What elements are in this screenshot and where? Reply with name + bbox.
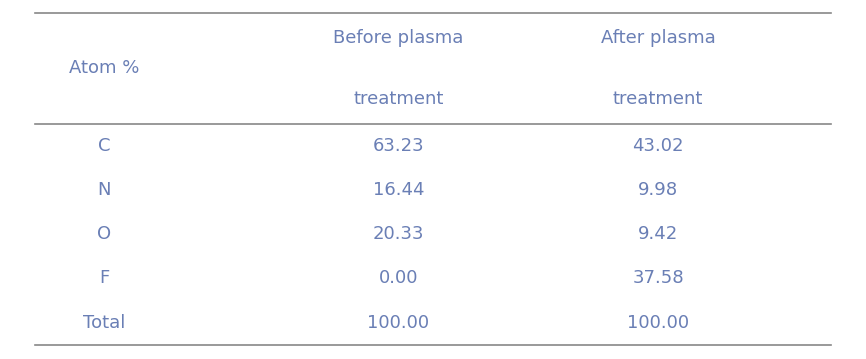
Text: 37.58: 37.58 [632,269,684,288]
Text: 43.02: 43.02 [632,137,684,155]
Text: 100.00: 100.00 [627,313,689,332]
Text: Total: Total [83,313,125,332]
Text: O: O [97,225,111,243]
Text: treatment: treatment [613,90,703,108]
Text: After plasma: After plasma [601,29,715,47]
Text: N: N [97,181,111,199]
Text: treatment: treatment [353,90,443,108]
Text: 100.00: 100.00 [367,313,430,332]
Text: 63.23: 63.23 [372,137,424,155]
Text: Atom %: Atom % [68,59,139,77]
Text: 16.44: 16.44 [372,181,424,199]
Text: Before plasma: Before plasma [333,29,463,47]
Text: 9.98: 9.98 [638,181,678,199]
Text: 20.33: 20.33 [372,225,424,243]
Text: F: F [99,269,109,288]
Text: 9.42: 9.42 [638,225,678,243]
Text: C: C [98,137,110,155]
Text: 0.00: 0.00 [378,269,418,288]
